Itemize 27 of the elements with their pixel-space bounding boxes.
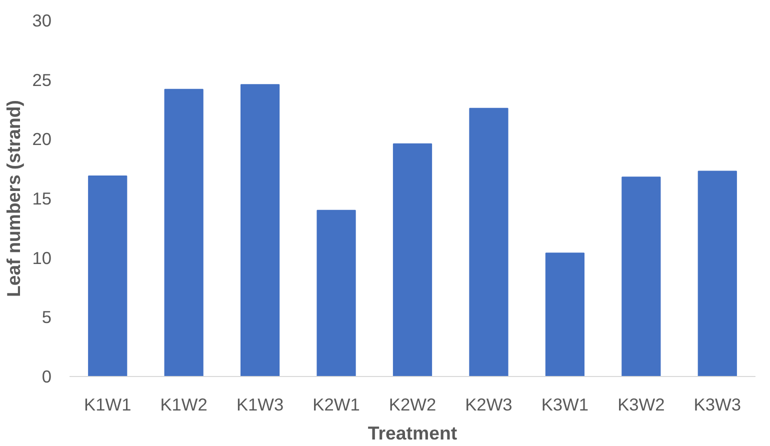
bar [240,84,280,376]
y-tick-label: 15 [32,188,52,208]
bar [622,176,661,376]
bar [698,170,737,376]
x-tick-label: K2W2 [388,394,436,414]
y-tick-label: 5 [42,307,52,328]
y-tick-label: 30 [32,10,52,30]
x-tick-label: K2W1 [312,394,360,414]
bar [316,210,356,376]
y-tick-label: 25 [32,70,52,90]
x-tick-label: K1W2 [160,394,208,414]
bar [88,175,128,376]
x-tick-label: K3W3 [694,394,741,414]
bar [164,88,204,376]
bar [545,252,584,376]
x-tick-label: K1W3 [236,394,284,414]
x-axis-title: Treatment [368,422,458,444]
y-tick-label: 20 [32,129,52,150]
x-tick-label: K1W1 [84,394,132,414]
bar [392,143,432,376]
x-tick-label: K3W2 [618,394,665,414]
y-tick-label: 0 [42,366,52,386]
y-tick-label: 10 [32,248,52,268]
x-tick-label: K2W3 [465,394,512,414]
bar [469,108,508,376]
y-axis-title: Leaf numbers (strand) [3,100,24,297]
x-tick-label: K3W1 [541,394,589,414]
